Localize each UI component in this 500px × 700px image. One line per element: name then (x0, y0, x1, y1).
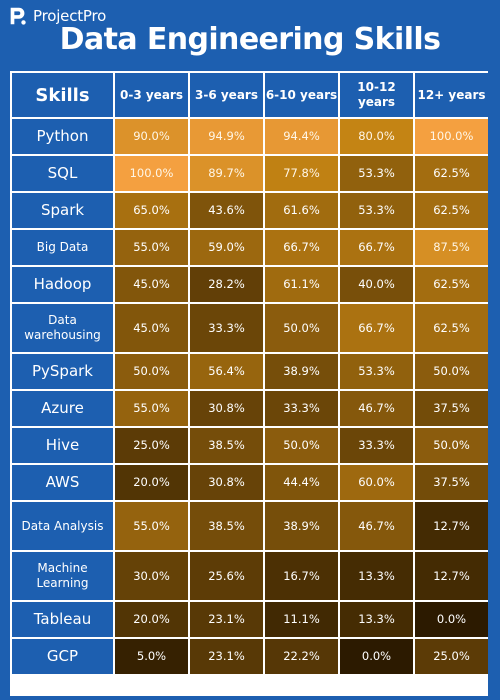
heatmap-cell: 25.6% (190, 552, 263, 600)
heatmap-cell: 100.0% (115, 156, 188, 191)
heatmap-cell: 11.1% (265, 602, 338, 637)
heatmap-cell: 62.5% (415, 193, 488, 228)
heatmap-cell: 43.6% (190, 193, 263, 228)
heatmap-cell: 25.0% (415, 639, 488, 674)
heatmap-cell: 62.5% (415, 304, 488, 352)
heatmap-cell: 40.0% (340, 267, 413, 302)
heatmap-cell: 44.4% (265, 465, 338, 500)
heatmap-cell: 50.0% (415, 354, 488, 389)
heatmap-cell: 37.5% (415, 465, 488, 500)
heatmap-cell: 38.9% (265, 354, 338, 389)
heatmap-cell: 20.0% (115, 465, 188, 500)
heatmap-cell: 59.0% (190, 230, 263, 265)
skill-label: Data warehousing (12, 304, 113, 352)
heatmap-cell: 61.1% (265, 267, 338, 302)
heatmap-cell: 53.3% (340, 193, 413, 228)
skill-label: Data Analysis (12, 502, 113, 550)
heatmap-cell: 50.0% (265, 304, 338, 352)
heatmap-cell: 0.0% (415, 602, 488, 637)
heatmap-cell: 50.0% (265, 428, 338, 463)
column-header: 10-12 years (340, 73, 413, 117)
heatmap-cell: 77.8% (265, 156, 338, 191)
heatmap-cell: 55.0% (115, 502, 188, 550)
heatmap-cell: 66.7% (340, 304, 413, 352)
heatmap-cell: 46.7% (340, 391, 413, 426)
skill-label: Python (12, 119, 113, 154)
column-header: 0-3 years (115, 73, 188, 117)
heatmap-cell: 30.0% (115, 552, 188, 600)
heatmap-cell: 66.7% (265, 230, 338, 265)
skill-label: Machine Learning (12, 552, 113, 600)
heatmap-cell: 25.0% (115, 428, 188, 463)
heatmap-cell: 62.5% (415, 156, 488, 191)
heatmap-cell: 38.9% (265, 502, 338, 550)
heatmap-cell: 13.3% (340, 552, 413, 600)
projectpro-logo-icon (10, 7, 26, 25)
heatmap-cell: 12.7% (415, 552, 488, 600)
heatmap-cell: 33.3% (265, 391, 338, 426)
heatmap-cell: 0.0% (340, 639, 413, 674)
heatmap-cell: 38.5% (190, 428, 263, 463)
heatmap-cell: 62.5% (415, 267, 488, 302)
skill-label: Hive (12, 428, 113, 463)
heatmap-cell: 87.5% (415, 230, 488, 265)
heatmap-cell: 45.0% (115, 267, 188, 302)
column-header: 3-6 years (190, 73, 263, 117)
page-title: Data Engineering Skills (59, 22, 441, 57)
heatmap-cell: 55.0% (115, 391, 188, 426)
skill-label: Hadoop (12, 267, 113, 302)
heatmap-cell: 23.1% (190, 639, 263, 674)
heatmap-cell: 60.0% (340, 465, 413, 500)
skills-column-header: Skills (12, 73, 113, 117)
brand-name: ProjectPro (33, 7, 107, 25)
heatmap-cell: 90.0% (115, 119, 188, 154)
heatmap-cell: 94.9% (190, 119, 263, 154)
skill-label: Tableau (12, 602, 113, 637)
skill-label: Big Data (12, 230, 113, 265)
heatmap-cell: 16.7% (265, 552, 338, 600)
heatmap-cell: 5.0% (115, 639, 188, 674)
brand: ProjectPro (7, 4, 106, 28)
heatmap-cell: 80.0% (340, 119, 413, 154)
heatmap-cell: 55.0% (115, 230, 188, 265)
skills-heatmap-table: Skills 0-3 years 3-6 years 6-10 years 10-12 … (10, 71, 488, 696)
heatmap-cell: 38.5% (190, 502, 263, 550)
heatmap-cell: 33.3% (190, 304, 263, 352)
heatmap-cell: 45.0% (115, 304, 188, 352)
skill-label: GCP (12, 639, 113, 674)
skill-label: AWS (12, 465, 113, 500)
heatmap-cell: 53.3% (340, 156, 413, 191)
column-header: 6-10 years (265, 73, 338, 117)
heatmap-cell: 94.4% (265, 119, 338, 154)
heatmap-cell: 65.0% (115, 193, 188, 228)
heatmap-cell: 12.7% (415, 502, 488, 550)
heatmap-cell: 50.0% (115, 354, 188, 389)
heatmap-cell: 23.1% (190, 602, 263, 637)
heatmap-cell: 100.0% (415, 119, 488, 154)
skill-label: PySpark (12, 354, 113, 389)
heatmap-cell: 28.2% (190, 267, 263, 302)
heatmap-cell: 22.2% (265, 639, 338, 674)
heatmap-cell: 89.7% (190, 156, 263, 191)
skill-label: Spark (12, 193, 113, 228)
heatmap-cell: 53.3% (340, 354, 413, 389)
heatmap-cell: 46.7% (340, 502, 413, 550)
heatmap-cell: 33.3% (340, 428, 413, 463)
heatmap-cell: 30.8% (190, 465, 263, 500)
heatmap-cell: 66.7% (340, 230, 413, 265)
skill-label: SQL (12, 156, 113, 191)
heatmap-cell: 30.8% (190, 391, 263, 426)
heatmap-cell: 56.4% (190, 354, 263, 389)
skill-label: Azure (12, 391, 113, 426)
heatmap-cell: 50.0% (415, 428, 488, 463)
heatmap-cell: 13.3% (340, 602, 413, 637)
heatmap-cell: 37.5% (415, 391, 488, 426)
heatmap-cell: 20.0% (115, 602, 188, 637)
column-header: 12+ years (415, 73, 488, 117)
heatmap-cell: 61.6% (265, 193, 338, 228)
